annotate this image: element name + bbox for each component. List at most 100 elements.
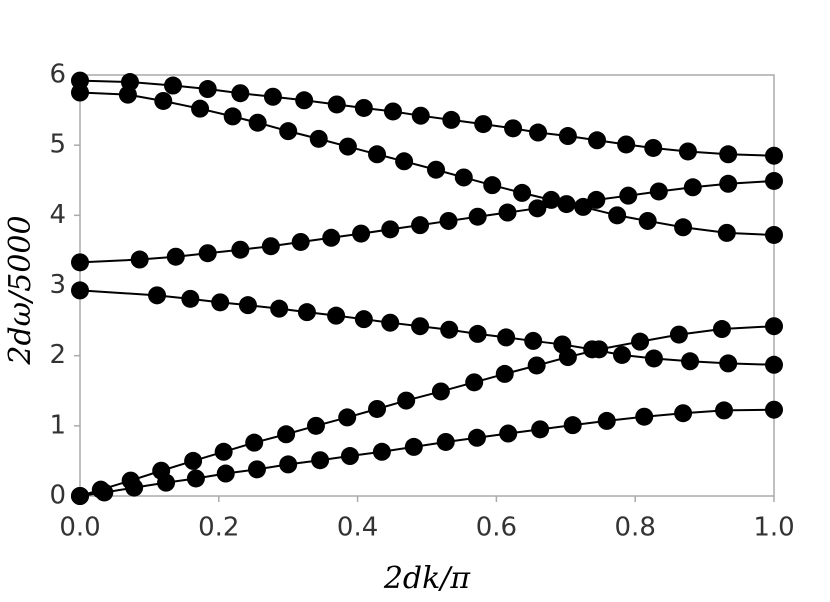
data-point: [644, 138, 663, 157]
data-point: [211, 293, 230, 312]
data-point: [635, 407, 654, 426]
data-point: [338, 137, 357, 156]
data-point: [442, 110, 461, 129]
data-point: [715, 401, 734, 420]
series-line: [79, 325, 775, 497]
plot-frame: [79, 74, 775, 497]
data-point: [157, 473, 176, 492]
data-point: [613, 345, 632, 364]
data-point: [474, 115, 493, 134]
data-point: [558, 348, 577, 367]
data-point: [166, 247, 185, 266]
data-point: [279, 122, 298, 141]
data-point: [504, 119, 523, 138]
data-point: [216, 464, 235, 483]
data-point: [404, 437, 423, 456]
data-point: [322, 228, 341, 247]
data-point: [681, 352, 700, 371]
data-point: [765, 146, 783, 165]
data-point: [277, 425, 296, 444]
data-point: [531, 420, 550, 439]
data-point: [590, 340, 609, 359]
data-point: [712, 320, 731, 339]
data-point: [327, 95, 346, 114]
data-point: [247, 460, 266, 479]
data-point: [231, 84, 250, 103]
x-tick-label: 0.2: [198, 513, 239, 543]
data-point: [717, 223, 736, 242]
data-point: [719, 145, 738, 164]
data-point: [483, 176, 502, 195]
data-point: [352, 224, 371, 243]
data-point: [678, 142, 697, 161]
data-point: [617, 135, 636, 154]
data-point: [765, 400, 783, 419]
data-point: [261, 237, 280, 256]
data-point: [528, 199, 547, 218]
data-point: [354, 310, 373, 329]
data-point: [368, 145, 387, 164]
data-point: [468, 207, 487, 226]
data-point: [340, 447, 359, 466]
data-point: [71, 487, 89, 505]
data-point: [186, 469, 205, 488]
data-point: [71, 83, 89, 102]
data-point: [644, 349, 663, 368]
y-tick-label: 1: [49, 410, 66, 440]
data-point: [683, 178, 702, 197]
data-point: [436, 432, 455, 451]
data-point: [248, 113, 267, 132]
data-point: [306, 416, 325, 435]
data-point: [454, 168, 473, 187]
data-point: [411, 106, 430, 125]
data-point: [542, 190, 561, 209]
data-point: [383, 102, 402, 121]
y-tick-label: 0: [49, 481, 66, 511]
data-point: [381, 220, 400, 239]
data-point: [148, 286, 167, 305]
data-point: [638, 211, 657, 230]
data-point: [557, 195, 576, 214]
data-point: [495, 364, 514, 383]
data-point: [468, 324, 487, 343]
data-point: [154, 91, 173, 110]
data-point: [440, 320, 459, 339]
x-tick-label: 0.8: [615, 513, 656, 543]
y-tick-label: 5: [49, 130, 66, 160]
data-point: [674, 404, 693, 423]
data-point: [524, 331, 543, 350]
x-tick-label: 0.0: [59, 513, 100, 543]
series-line: [79, 179, 775, 264]
data-point: [631, 332, 650, 351]
data-point: [231, 240, 250, 259]
data-point: [397, 391, 416, 410]
x-tick-label: 1.0: [753, 513, 794, 543]
data-point: [465, 373, 484, 392]
y-tick-label: 6: [49, 60, 66, 90]
data-point: [619, 186, 638, 205]
data-point: [498, 203, 517, 222]
data-point: [125, 478, 144, 497]
data-point: [395, 152, 414, 171]
data-point: [719, 354, 738, 373]
data-point: [411, 216, 430, 235]
data-point: [181, 289, 200, 308]
data-point: [381, 313, 400, 332]
data-point: [649, 182, 668, 201]
x-tick-label: 0.4: [337, 513, 378, 543]
data-point: [765, 317, 783, 336]
data-point: [297, 303, 316, 322]
y-tick-label: 4: [49, 200, 66, 230]
series-line: [79, 79, 775, 157]
data-point: [499, 424, 518, 443]
data-point: [608, 206, 627, 225]
data-point: [597, 411, 616, 430]
data-point: [291, 232, 310, 251]
data-point: [439, 211, 458, 230]
data-point: [71, 253, 89, 272]
x-tick-label: 0.6: [476, 513, 517, 543]
data-point: [198, 80, 217, 99]
data-point: [191, 99, 210, 118]
data-point: [431, 382, 450, 401]
